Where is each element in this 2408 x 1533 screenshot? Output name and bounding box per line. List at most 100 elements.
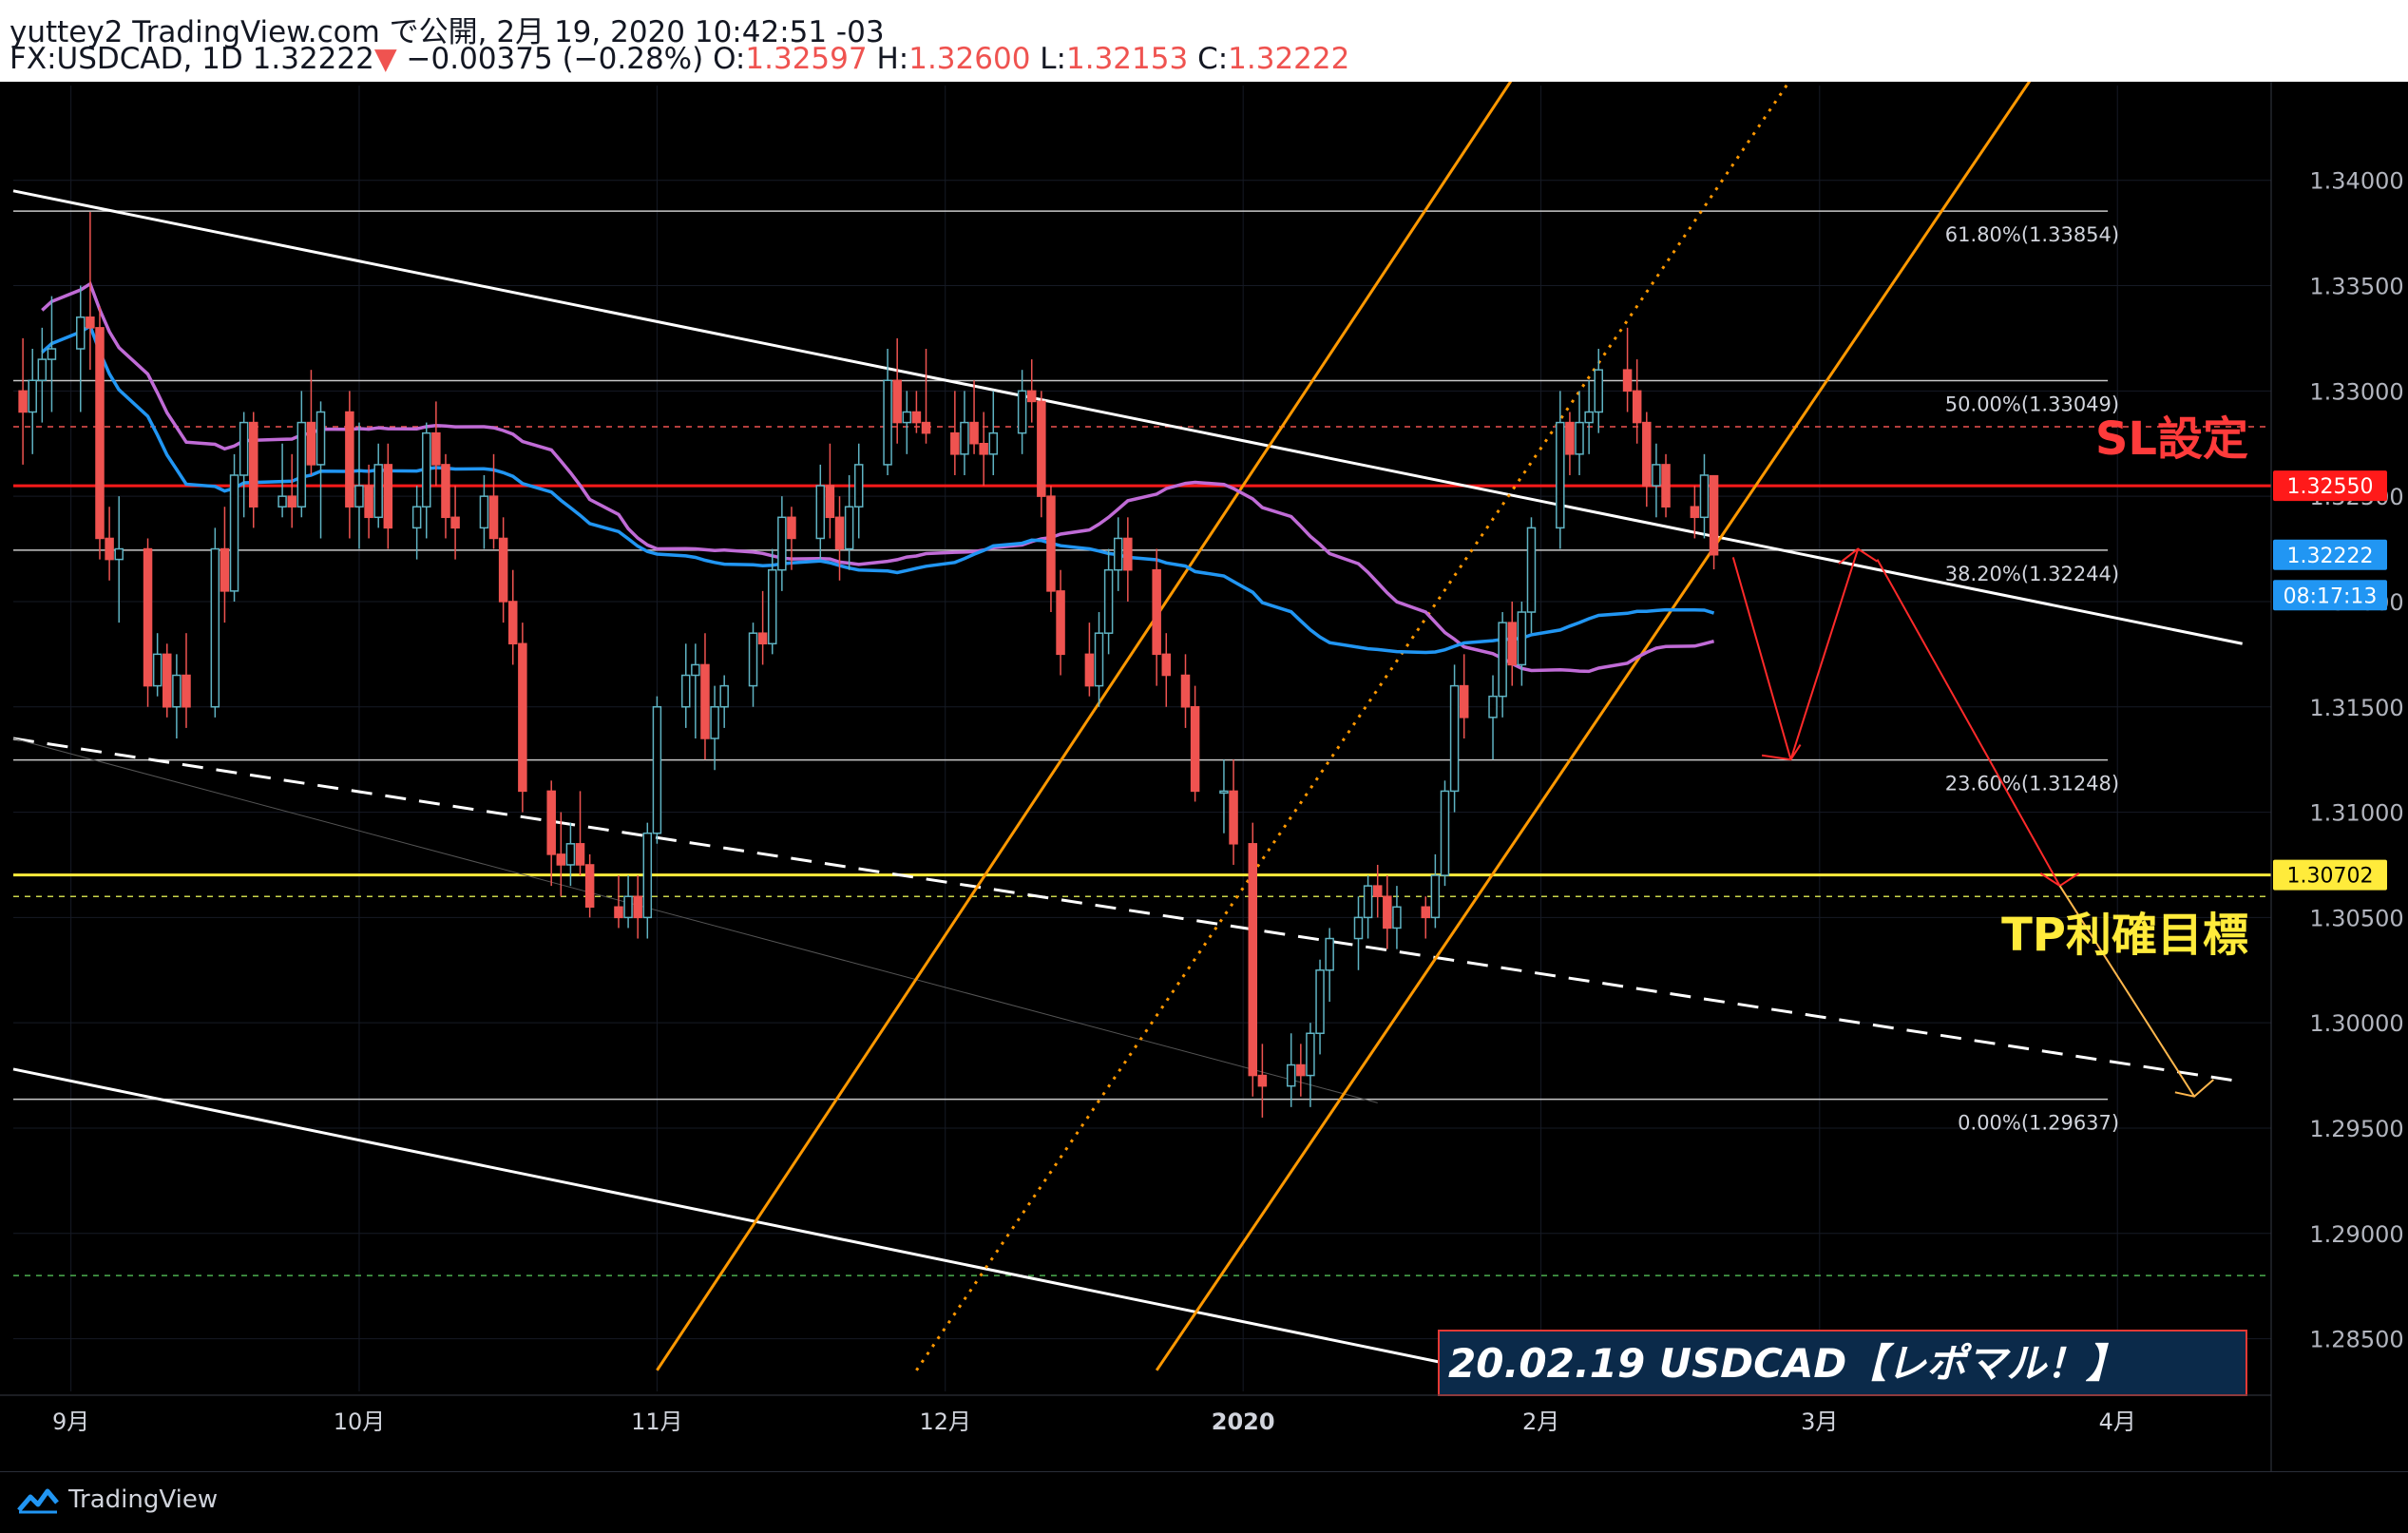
projection-arrow xyxy=(1789,548,1860,760)
candle-body xyxy=(921,421,931,434)
y-tick-label: 1.31500 xyxy=(2309,695,2403,721)
candle-body xyxy=(652,706,662,834)
candle-body xyxy=(960,421,969,455)
candle-body xyxy=(114,547,124,561)
candle-body xyxy=(1699,474,1710,519)
candle-body xyxy=(950,431,960,455)
footer: TradingView xyxy=(0,1471,2408,1533)
chart-canvas[interactable]: 61.80%(1.33854) 50.00%(1.33049) 38.20%(1.3… xyxy=(0,82,2408,1471)
candle-body xyxy=(844,506,854,550)
candle-body xyxy=(1103,568,1114,634)
candle-body xyxy=(152,653,162,687)
candle-body xyxy=(1219,790,1229,795)
candle-body xyxy=(911,411,922,424)
candle-body xyxy=(757,632,768,645)
price-axis-badge xyxy=(2273,539,2387,570)
candle-body xyxy=(979,442,988,455)
fib-level-label: 23.60%(1.31248) xyxy=(1945,773,2119,795)
candle-body xyxy=(1661,464,1671,508)
candle-body xyxy=(1449,684,1460,793)
candle-body xyxy=(315,411,326,466)
candle-body xyxy=(1517,611,1527,666)
candle-body xyxy=(220,547,230,592)
y-tick-label: 1.30000 xyxy=(2309,1010,2403,1037)
chart-header: yuttey2 TradingView.com で公開, 2月 19, 2020… xyxy=(0,0,2408,82)
candle-body xyxy=(1383,895,1392,929)
candle-body xyxy=(825,485,835,519)
candle-body xyxy=(354,485,364,508)
x-tick-label: 3月 xyxy=(1801,1408,1838,1435)
candle-body xyxy=(1037,400,1046,497)
candle-body xyxy=(1459,684,1469,719)
candle-body xyxy=(431,431,441,466)
x-tick-label: 2月 xyxy=(1522,1408,1559,1435)
candle-body xyxy=(834,516,845,550)
down-triangle-icon: ▼ xyxy=(373,42,397,76)
candle-body xyxy=(1584,411,1594,424)
candle-body xyxy=(277,495,287,508)
candle-body xyxy=(680,674,691,708)
candle-body xyxy=(748,632,758,687)
candle-body xyxy=(498,537,508,603)
candle-body xyxy=(1286,1064,1296,1087)
candle-body xyxy=(719,684,729,708)
candle-body xyxy=(373,464,383,519)
price-axis-badge-label: 1.32222 xyxy=(2287,545,2374,568)
candle-body xyxy=(777,516,787,571)
symbol-timeframe[interactable]: FX:USDCAD, 1D xyxy=(10,42,243,76)
tradingview-brand[interactable]: TradingView xyxy=(17,1485,218,1514)
x-tick-label: 12月 xyxy=(919,1408,971,1435)
candle-body xyxy=(1690,506,1700,519)
y-tick-label: 1.33500 xyxy=(2309,274,2403,300)
candle-body xyxy=(1507,622,1518,666)
tp-annotation: TP利確目標 xyxy=(2001,909,2248,962)
brand-name: TradingView xyxy=(68,1485,219,1514)
candle-body xyxy=(1315,969,1325,1035)
candle-body xyxy=(1296,1064,1306,1077)
candle-body xyxy=(1152,568,1161,656)
candle-body xyxy=(450,516,460,529)
candle-body xyxy=(883,379,892,466)
downtrend-resistance-line xyxy=(12,189,2243,645)
candle-body xyxy=(546,790,556,855)
candle-body xyxy=(1372,885,1383,897)
price-axis-badge-label: 1.32550 xyxy=(2287,475,2374,499)
orange-channel-upper xyxy=(656,82,1513,1371)
candle-body xyxy=(1488,695,1498,719)
candle-body xyxy=(1248,843,1258,1077)
candle-body xyxy=(1257,1074,1268,1087)
candle-body xyxy=(422,431,431,508)
thin-gray-line xyxy=(12,738,1378,1103)
candle-body xyxy=(28,379,37,413)
candle-body xyxy=(1709,474,1719,556)
candle-body xyxy=(143,547,153,687)
candle-body xyxy=(182,674,191,708)
candle-body xyxy=(76,316,86,350)
candle-body xyxy=(614,906,623,919)
change-value: −0.00375 (−0.28%) xyxy=(406,42,704,76)
candle-body xyxy=(584,864,595,909)
candle-body xyxy=(1190,706,1200,793)
candle-body xyxy=(988,431,999,455)
candle-body xyxy=(1632,390,1642,424)
candle-body xyxy=(1046,495,1056,592)
projection-arrow xyxy=(2058,885,2195,1098)
y-tick-label: 1.28500 xyxy=(2309,1327,2403,1353)
candle-body xyxy=(1229,790,1238,845)
candle-body xyxy=(1556,421,1565,529)
projection-arrow xyxy=(1876,559,2061,887)
sl-annotation: SL設定 xyxy=(2095,412,2248,466)
chart-area[interactable]: 61.80%(1.33854) 50.00%(1.33049) 38.20%(1.3… xyxy=(0,82,2408,1471)
y-tick-label: 1.30500 xyxy=(2309,905,2403,931)
candle-body xyxy=(1652,464,1661,487)
candle-body xyxy=(1306,1032,1315,1077)
candle-body xyxy=(210,547,220,708)
candle-body xyxy=(892,379,902,424)
candle-body xyxy=(86,316,95,329)
candle-body xyxy=(162,653,172,708)
price-axis-badge xyxy=(2273,470,2387,502)
projection-arrow xyxy=(1731,557,1792,760)
candle-body xyxy=(556,853,566,866)
orange-channel-mid-dotted xyxy=(915,82,1791,1371)
y-tick-label: 1.31000 xyxy=(2309,800,2403,827)
